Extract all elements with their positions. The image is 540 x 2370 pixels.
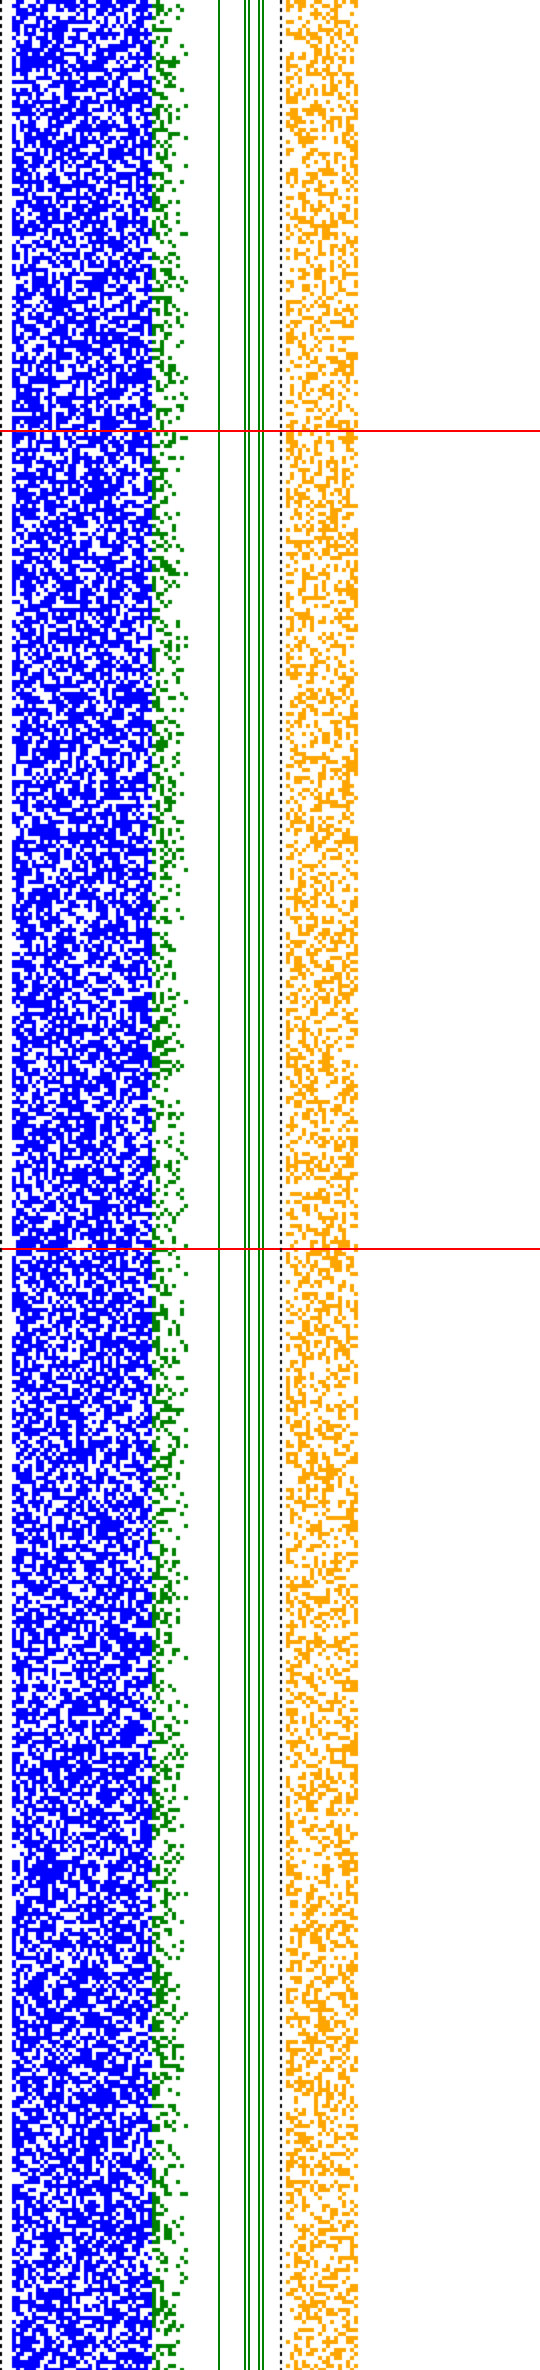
dotted-overlay-canvas	[0, 0, 540, 2370]
pattern-diagram	[0, 0, 540, 2370]
